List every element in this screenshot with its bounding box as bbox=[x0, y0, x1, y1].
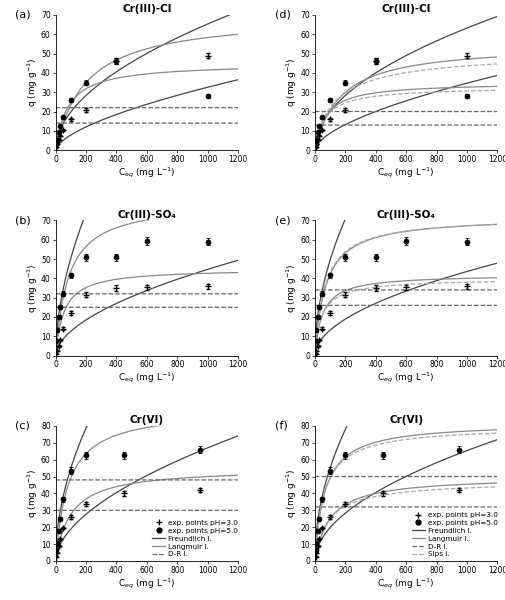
Title: Cr(III)-Cl: Cr(III)-Cl bbox=[122, 4, 172, 14]
Y-axis label: q (mg g$^{-1}$): q (mg g$^{-1}$) bbox=[25, 469, 39, 518]
Text: (f): (f) bbox=[275, 421, 287, 430]
Y-axis label: q (mg g$^{-1}$): q (mg g$^{-1}$) bbox=[284, 263, 299, 313]
Text: (d): (d) bbox=[275, 10, 290, 20]
Y-axis label: q (mg g$^{-1}$): q (mg g$^{-1}$) bbox=[25, 58, 39, 107]
Text: (c): (c) bbox=[15, 421, 30, 430]
X-axis label: C$_{eq}$ (mg L$^{-1}$): C$_{eq}$ (mg L$^{-1}$) bbox=[377, 576, 435, 591]
Text: (e): (e) bbox=[275, 215, 290, 225]
Legend: exp. points pH=3.0, exp. points pH=5.0, Freundlich I., Langmuir I., D-R I., Sips: exp. points pH=3.0, exp. points pH=5.0, … bbox=[412, 512, 497, 557]
Title: Cr(III)-SO₄: Cr(III)-SO₄ bbox=[117, 209, 176, 220]
Title: Cr(III)-SO₄: Cr(III)-SO₄ bbox=[377, 209, 436, 220]
X-axis label: C$_{eq}$ (mg L$^{-1}$): C$_{eq}$ (mg L$^{-1}$) bbox=[377, 166, 435, 180]
X-axis label: C$_{eq}$ (mg L$^{-1}$): C$_{eq}$ (mg L$^{-1}$) bbox=[118, 166, 176, 180]
Legend: exp. points pH=3.0, exp. points pH=5.0, Freundlich I., Langmuir I., D-R I.: exp. points pH=3.0, exp. points pH=5.0, … bbox=[153, 520, 238, 557]
Text: (b): (b) bbox=[15, 215, 31, 225]
Title: Cr(VI): Cr(VI) bbox=[130, 415, 164, 425]
Y-axis label: q (mg g$^{-1}$): q (mg g$^{-1}$) bbox=[25, 263, 39, 313]
Y-axis label: q (mg g$^{-1}$): q (mg g$^{-1}$) bbox=[284, 58, 299, 107]
Y-axis label: q (mg g$^{-1}$): q (mg g$^{-1}$) bbox=[284, 469, 299, 518]
X-axis label: C$_{eq}$ (mg L$^{-1}$): C$_{eq}$ (mg L$^{-1}$) bbox=[377, 371, 435, 385]
X-axis label: C$_{eq}$ (mg L$^{-1}$): C$_{eq}$ (mg L$^{-1}$) bbox=[118, 576, 176, 591]
Text: (a): (a) bbox=[15, 10, 31, 20]
Title: Cr(III)-Cl: Cr(III)-Cl bbox=[381, 4, 431, 14]
Title: Cr(VI): Cr(VI) bbox=[389, 415, 423, 425]
X-axis label: C$_{eq}$ (mg L$^{-1}$): C$_{eq}$ (mg L$^{-1}$) bbox=[118, 371, 176, 385]
